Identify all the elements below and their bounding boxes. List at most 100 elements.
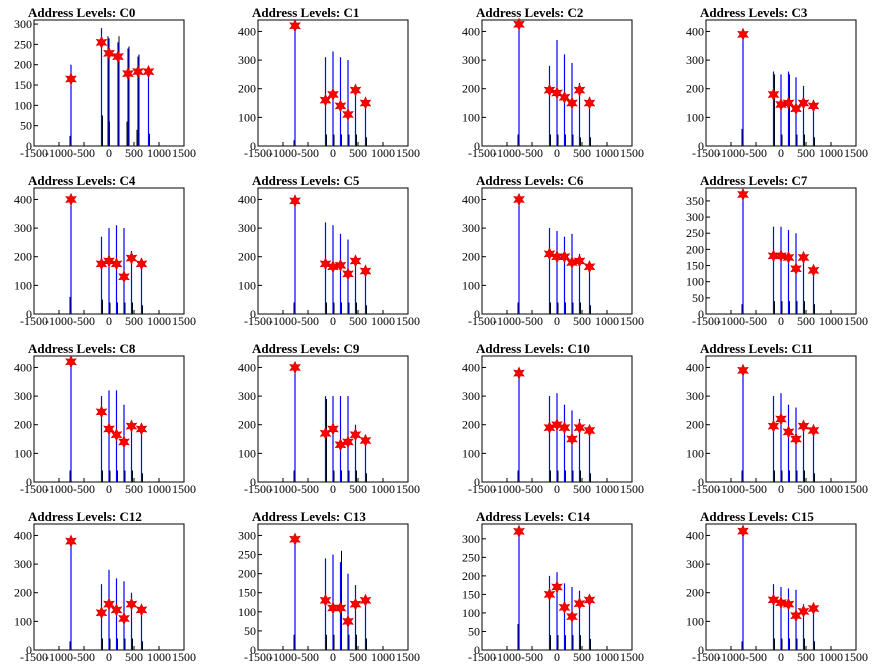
- y-tick-label: 200: [14, 586, 32, 600]
- x-tick-label: 1500: [172, 650, 196, 664]
- peak-star-marker: [797, 96, 810, 110]
- x-tick-label: -1500: [468, 650, 496, 664]
- peak-star-marker: [737, 187, 749, 202]
- y-tick-label: 0: [26, 643, 32, 657]
- peak-star-marker: [125, 419, 138, 433]
- peak-star-marker: [327, 601, 339, 615]
- y-tick-label: 300: [686, 557, 704, 571]
- peak-star-marker: [65, 72, 77, 86]
- y-tick-label: 250: [238, 548, 256, 562]
- y-tick-label: 250: [14, 37, 32, 51]
- x-tick-label: 1000: [371, 314, 395, 328]
- peak-star-marker: [790, 262, 802, 276]
- peak-star-marker: [65, 192, 77, 207]
- x-tick-label: -1000: [493, 482, 521, 496]
- x-tick-label: 0: [106, 146, 112, 160]
- peak-star-marker: [573, 420, 586, 435]
- y-tick-label: 100: [686, 446, 704, 460]
- peak-star-marker: [132, 64, 144, 79]
- x-tick-label: -500: [297, 482, 319, 496]
- chart-title: Address Levels: C1: [252, 5, 360, 20]
- x-tick-label: -500: [297, 146, 319, 160]
- x-tick-label: 500: [573, 146, 591, 160]
- y-tick-label: 100: [686, 110, 704, 124]
- y-tick-label: 0: [26, 475, 32, 489]
- y-tick-label: 0: [250, 475, 256, 489]
- chart-panel: Address Levels: C9 0 100 200 300 400 -1500 -100…: [224, 336, 448, 504]
- x-tick-label: -1000: [45, 314, 73, 328]
- peak-star-marker: [65, 354, 77, 369]
- chart-plot: 0 100 200 300 400 -1500-1000 -500 0 500 1000 1500: [238, 18, 420, 160]
- peak-star-marker: [342, 107, 354, 122]
- y-tick-label: 50: [20, 119, 32, 133]
- chart-title: Address Levels: C7: [700, 173, 808, 188]
- peak-star-marker: [110, 428, 123, 442]
- y-tick-label: 200: [14, 58, 32, 72]
- y-tick-label: 200: [686, 82, 704, 96]
- x-tick-label: 0: [330, 650, 336, 664]
- chart-panel: Address Levels: C1 0 100 200 300 400 -1500 -100…: [224, 0, 448, 168]
- x-tick-label: -500: [745, 314, 767, 328]
- x-tick-label: 1500: [844, 146, 868, 160]
- x-tick-label: -1500: [468, 482, 496, 496]
- x-tick-label: 0: [554, 650, 560, 664]
- chart-panel: Address Levels: C6 0 100 200 300 400 -1500 -100…: [448, 168, 672, 336]
- peak-star-marker: [349, 428, 362, 442]
- x-tick-label: -500: [521, 650, 543, 664]
- chart-panel: Address Levels: C10 0 100 200 300 400 -1500 -10…: [448, 336, 672, 504]
- y-tick-label: 400: [462, 192, 480, 206]
- peak-star-marker: [767, 593, 780, 607]
- y-tick-label: 200: [238, 567, 256, 581]
- chart-plot: 0 100 200 300 400 -1500-1000 -500 0 500 1000 1500: [686, 355, 868, 496]
- chart-panel: Address Levels: C13 0 50 100 150 200 250 300 -15…: [224, 504, 448, 672]
- peak-star-marker: [551, 417, 563, 432]
- y-tick-label: 100: [14, 446, 32, 460]
- y-tick-label: 300: [14, 389, 32, 403]
- y-tick-label: 250: [462, 550, 480, 564]
- x-tick-label: -1500: [468, 146, 496, 160]
- chart-panel: Address Levels: C0 0 50 100 150 200 250 300 -150…: [0, 0, 224, 168]
- y-tick-label: 0: [698, 307, 704, 321]
- peak-star-marker: [583, 593, 596, 607]
- chart-plot: 0 50 100 150 200 250 300 -1500-1000 -500 0 500 1000…: [14, 17, 196, 160]
- x-tick-label: 1000: [147, 146, 171, 160]
- peak-star-marker: [797, 604, 810, 619]
- peak-star-marker: [513, 366, 525, 380]
- chart-panel: Address Levels: C12 0 100 200 300 400 -1500 -10…: [0, 504, 224, 672]
- peak-star-marker: [543, 587, 556, 602]
- x-tick-label: 1500: [620, 650, 644, 664]
- x-tick-label: 1000: [819, 314, 843, 328]
- chart-plot: 0 50 100 150 200 250 300 -1500-1000 -500 0 500 1000…: [462, 523, 644, 664]
- y-tick-label: 150: [238, 586, 256, 600]
- x-tick-label: 1500: [620, 314, 644, 328]
- y-tick-label: 400: [238, 360, 256, 374]
- x-tick-label: -1500: [244, 650, 272, 664]
- x-tick-label: 500: [349, 314, 367, 328]
- y-tick-label: 150: [686, 259, 704, 273]
- x-tick-label: 1500: [172, 146, 196, 160]
- y-tick-label: 400: [686, 24, 704, 38]
- chart-plot: 0 100 200 300 400 -1500-1000 -500 0 500 1000 1500: [686, 19, 868, 160]
- y-tick-label: 100: [686, 614, 704, 628]
- x-tick-label: -1000: [45, 482, 73, 496]
- peak-star-marker: [767, 87, 780, 102]
- y-tick-label: 100: [462, 278, 480, 292]
- y-tick-label: 300: [686, 210, 704, 224]
- x-tick-label: 1500: [172, 482, 196, 496]
- x-tick-label: 1000: [819, 146, 843, 160]
- chart-panel: Address Levels: C11 0 100 200 300 400 -1500 -10…: [672, 336, 896, 504]
- x-tick-label: -1500: [20, 650, 48, 664]
- peak-star-marker: [319, 257, 332, 271]
- peak-star-marker: [807, 99, 820, 113]
- x-tick-label: -1500: [244, 146, 272, 160]
- x-tick-label: 500: [797, 650, 815, 664]
- peak-star-marker: [551, 580, 563, 594]
- y-tick-label: 100: [686, 275, 704, 289]
- x-tick-label: -1500: [20, 314, 48, 328]
- peak-star-marker: [782, 96, 795, 110]
- chart-plot: 0 50 100 150 200 250 300 350 -1500-1000 -500 0 500 1…: [686, 187, 868, 328]
- x-tick-label: -1500: [20, 482, 48, 496]
- x-tick-label: -500: [73, 146, 95, 160]
- peak-star-marker: [95, 405, 108, 419]
- peak-star-marker: [573, 596, 586, 611]
